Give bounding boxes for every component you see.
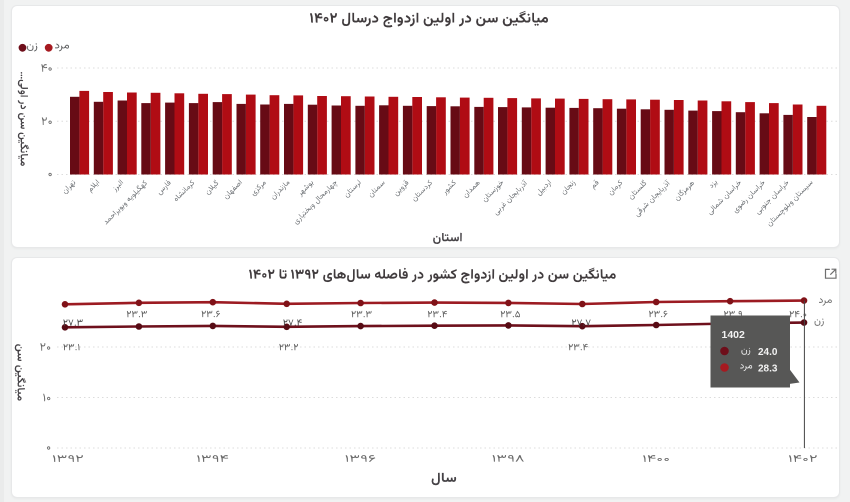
svg-text:24.0: 24.0 [758,347,778,358]
svg-text:28.3: 28.3 [758,364,778,375]
svg-text:1402: 1402 [722,329,746,341]
